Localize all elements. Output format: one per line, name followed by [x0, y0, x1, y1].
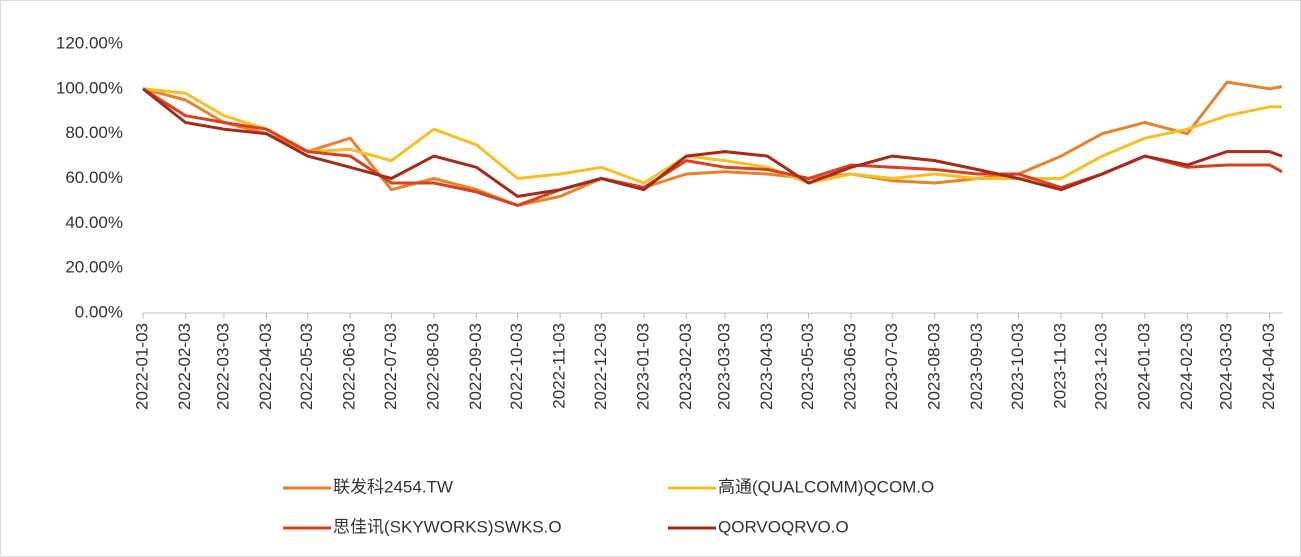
- x-tick-label: 2022-09-03: [466, 323, 485, 410]
- x-tick-label: 2022-12-03: [591, 323, 610, 410]
- x-tick-label: 2022-10-03: [507, 323, 526, 410]
- series-line: [142, 87, 1283, 198]
- x-tick-label: 2022-01-03: [132, 323, 151, 410]
- x-tick-label: 2023-02-03: [676, 323, 695, 410]
- x-tick-label: 2023-08-03: [924, 323, 943, 410]
- legend-label: 联发科2454.TW: [333, 477, 453, 496]
- y-tick-label: 120.00%: [56, 33, 123, 52]
- x-tick-label: 2022-08-03: [423, 323, 442, 410]
- x-tick-label: 2023-05-03: [798, 323, 817, 410]
- x-tick-label: 2024-02-03: [1177, 323, 1196, 410]
- legend-label: QORVOQRVO.O: [718, 517, 849, 536]
- series-line: [142, 80, 1283, 207]
- y-tick-label: 20.00%: [65, 258, 123, 277]
- x-tick-label: 2024-01-03: [1134, 323, 1153, 410]
- x-tick-label: 2023-01-03: [633, 323, 652, 410]
- x-tick-label: 2022-02-03: [175, 323, 194, 410]
- y-tick-label: 80.00%: [65, 123, 123, 142]
- x-tick-label: 2024-04-03: [1259, 323, 1278, 410]
- x-tick-label: 2022-11-03: [550, 323, 569, 409]
- x-tick-label: 2022-05-03: [297, 323, 316, 410]
- x-tick-label: 2023-11-03: [1051, 323, 1070, 409]
- x-tick-label: 2023-06-03: [841, 323, 860, 410]
- y-tick-label: 60.00%: [65, 168, 123, 187]
- x-tick-label: 2022-07-03: [381, 323, 400, 410]
- legend-label: 高通(QUALCOMM)QCOM.O: [718, 477, 934, 496]
- x-tick-label: 2023-03-03: [714, 323, 733, 410]
- series-line: [142, 87, 1282, 185]
- x-tick-label: 2023-12-03: [1092, 323, 1111, 410]
- x-tick-label: 2022-04-03: [256, 323, 275, 410]
- y-tick-label: 0.00%: [75, 302, 123, 321]
- x-tick-label: 2023-09-03: [967, 323, 986, 410]
- x-tick-label: 2023-04-03: [757, 323, 776, 410]
- x-tick-label: 2023-07-03: [882, 323, 901, 410]
- y-tick-label: 40.00%: [65, 213, 123, 232]
- legend-label: 思佳讯(SKYWORKS)SWKS.O: [333, 517, 562, 536]
- x-tick-label: 2022-06-03: [340, 323, 359, 410]
- x-tick-label: 2022-03-03: [213, 323, 232, 410]
- x-tick-label: 2023-10-03: [1008, 323, 1027, 410]
- y-tick-label: 100.00%: [56, 78, 123, 97]
- x-tick-label: 2024-03-03: [1217, 323, 1236, 410]
